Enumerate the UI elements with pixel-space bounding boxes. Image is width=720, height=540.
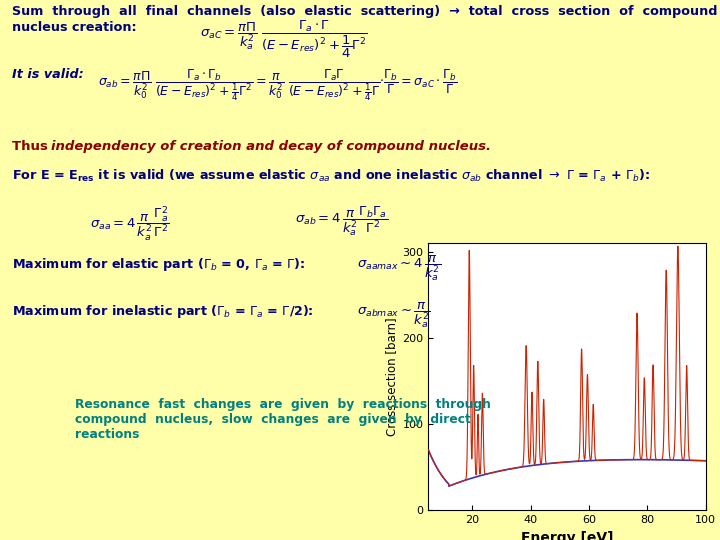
Text: $\sigma_{abmax} \sim \dfrac{\pi}{k_a^2}$: $\sigma_{abmax} \sim \dfrac{\pi}{k_a^2}$ <box>357 300 431 330</box>
Text: $\sigma_{aa} = 4\,\dfrac{\pi}{k_a^2}\dfrac{\Gamma_a^2}{\Gamma^2}$: $\sigma_{aa} = 4\,\dfrac{\pi}{k_a^2}\dfr… <box>90 204 169 243</box>
Text: Sum  through  all  final  channels  (also  elastic  scattering)  →  total  cross: Sum through all final channels (also ela… <box>12 5 718 18</box>
Text: Maximum for elastic part ($\Gamma_b$ = 0, $\Gamma_a$ = $\Gamma$):: Maximum for elastic part ($\Gamma_b$ = 0… <box>12 256 305 273</box>
Text: Maximum for inelastic part ($\Gamma_b$ = $\Gamma_a$ = $\Gamma$/2):: Maximum for inelastic part ($\Gamma_b$ =… <box>12 303 314 320</box>
Text: nucleus creation:: nucleus creation: <box>12 21 137 34</box>
Text: $\sigma_{aamax} \sim 4\,\dfrac{\pi}{k_a^2}$: $\sigma_{aamax} \sim 4\,\dfrac{\pi}{k_a^… <box>357 253 441 283</box>
Text: $\sigma_{aC} = \dfrac{\pi\Pi}{k_a^2}\ \dfrac{\Gamma_a \cdot \Gamma}{\left(E - E_: $\sigma_{aC} = \dfrac{\pi\Pi}{k_a^2}\ \d… <box>200 19 368 60</box>
Y-axis label: Cross section [barn]: Cross section [barn] <box>385 318 398 436</box>
X-axis label: Energy [eV]: Energy [eV] <box>521 531 613 540</box>
Text: For E = E$_\mathregular{res}$ it is valid (we assume elastic $\sigma_{aa}$ and o: For E = E$_\mathregular{res}$ it is vali… <box>12 168 650 184</box>
Text: independency of creation and decay of compound nucleus.: independency of creation and decay of co… <box>51 140 491 153</box>
Text: It is valid:: It is valid: <box>12 68 84 81</box>
Text: $\sigma_{ab} = 4\,\dfrac{\pi}{k_a^2}\dfrac{\Gamma_b\Gamma_a}{\Gamma^2}$: $\sigma_{ab} = 4\,\dfrac{\pi}{k_a^2}\dfr… <box>295 204 388 238</box>
Text: $\sigma_{ab} = \dfrac{\pi\Pi}{k_0^2}\ \dfrac{\Gamma_a \cdot \Gamma_b}{\left(E - : $\sigma_{ab} = \dfrac{\pi\Pi}{k_0^2}\ \d… <box>98 67 457 103</box>
Text: Resonance  fast  changes  are  given  by  reactions  through
compound  nucleus, : Resonance fast changes are given by reac… <box>75 398 491 441</box>
Text: Thus: Thus <box>12 140 53 153</box>
